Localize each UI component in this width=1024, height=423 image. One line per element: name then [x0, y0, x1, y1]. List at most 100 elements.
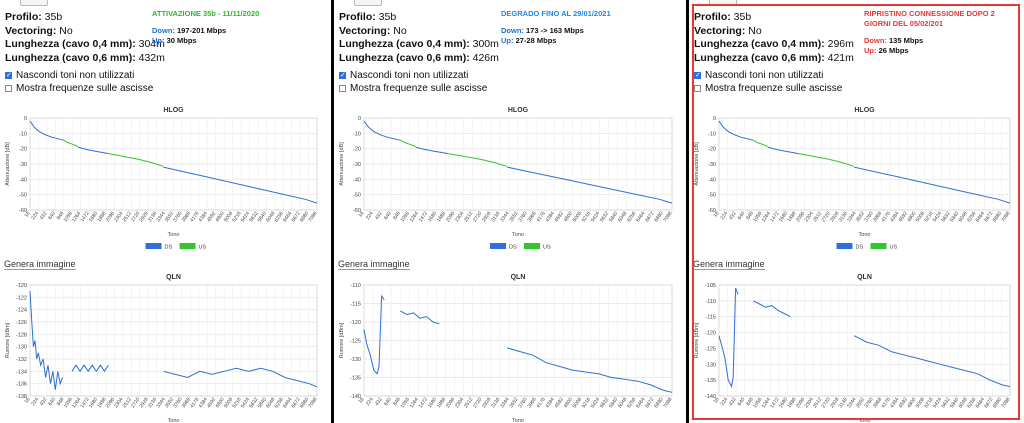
x-tick-label: 2304: [113, 397, 124, 410]
x-tick-label: 4800: [214, 211, 225, 224]
plot-area: [29, 117, 318, 211]
note-down-value: 173 -> 163 Mbps: [526, 26, 584, 35]
x-tick-label: 432: [728, 211, 738, 221]
note-up-label: Up:: [501, 36, 514, 45]
legend-swatch[interactable]: [179, 243, 196, 249]
info-row-vectoring: Vectoring: No: [339, 25, 499, 39]
show-frequencies-checkbox[interactable]: Mostra frequenze sulle ascisse: [5, 83, 153, 94]
x-tick-label: 16: [24, 397, 32, 405]
x-tick-label: 3968: [872, 397, 883, 410]
x-tick-label: 16: [24, 211, 32, 219]
legend-label[interactable]: US: [543, 245, 551, 251]
x-tick-label: 4384: [545, 211, 556, 224]
top-button[interactable]: [709, 0, 737, 6]
x-tick-label: 1472: [769, 211, 780, 224]
info-value: No: [748, 24, 762, 37]
x-tick-label: 2720: [821, 211, 832, 224]
series-line: [718, 288, 739, 389]
info-value: 35b: [378, 11, 397, 23]
y-axis-label: Attenuazione [dB]: [339, 142, 345, 186]
legend-label[interactable]: DS: [509, 245, 517, 251]
y-tick-label: -132: [16, 357, 27, 363]
checkbox-checked-icon[interactable]: ✓: [339, 72, 346, 79]
y-tick-label: -60: [353, 208, 361, 214]
y-tick-label: -20: [708, 147, 716, 153]
x-tick-label: 2304: [803, 211, 814, 224]
hide-unused-tones-checkbox[interactable]: ✓ Nascondi toni non utilizzati: [339, 70, 468, 81]
y-tick-label: -50: [19, 193, 27, 199]
x-axis-label: Tono: [512, 232, 524, 238]
info-label: Profilo:: [339, 11, 376, 23]
line-info: Profilo: 35b Vectoring: No Lunghezza (cavo…: [694, 11, 854, 65]
checkbox-empty-icon[interactable]: [339, 85, 346, 92]
x-tick-label: 1472: [418, 397, 429, 410]
info-row-length-04: Lunghezza (cavo 0,4 mm): 300m: [339, 38, 499, 52]
x-tick-label: 848: [392, 211, 402, 221]
info-row-vectoring: Vectoring: No: [5, 25, 165, 39]
legend-swatch[interactable]: [145, 243, 162, 249]
x-tick-label: 1264: [71, 397, 82, 410]
generate-image-link[interactable]: Genera immagine: [4, 259, 76, 270]
y-tick-label: -110: [350, 283, 361, 289]
x-tick-label: 6256: [626, 397, 637, 410]
series-line: [29, 291, 64, 390]
y-tick-label: -120: [350, 320, 361, 326]
x-tick-label: 3760: [517, 397, 528, 410]
generate-image-link[interactable]: Genera immagine: [338, 259, 410, 270]
generate-image-link[interactable]: Genera immagine: [693, 259, 765, 270]
info-value: 35b: [44, 11, 63, 23]
hide-unused-tones-checkbox[interactable]: ✓ Nascondi toni non utilizzati: [694, 70, 823, 81]
x-tick-label: 3968: [526, 211, 537, 224]
x-tick-label: 5216: [231, 397, 242, 410]
checkbox-checked-icon[interactable]: ✓: [5, 72, 12, 79]
us-series-line: [448, 153, 508, 167]
show-frequencies-checkbox[interactable]: Mostra frequenze sulle ascisse: [694, 83, 842, 94]
x-tick-label: 1680: [778, 397, 789, 410]
x-tick-label: 1472: [79, 397, 90, 410]
info-label: Profilo:: [694, 11, 731, 23]
y-tick-label: -110: [705, 299, 716, 305]
hide-unused-tones-checkbox[interactable]: ✓ Nascondi toni non utilizzati: [5, 70, 134, 81]
x-tick-label: 2928: [139, 397, 150, 410]
x-tick-label: 4592: [206, 211, 217, 224]
top-button[interactable]: [354, 0, 382, 6]
x-tick-label: 16: [713, 211, 721, 219]
ds-series-line: [767, 146, 799, 155]
x-tick-label: 2928: [481, 211, 492, 224]
legend-swatch[interactable]: [836, 243, 853, 249]
note-up-value: 27-28 Mbps: [515, 36, 557, 45]
x-tick-label: 6048: [265, 397, 276, 410]
y-tick-label: -105: [705, 283, 716, 289]
x-tick-label: 4176: [189, 211, 200, 224]
legend-swatch[interactable]: [490, 243, 506, 249]
y-tick-label: -140: [705, 394, 716, 400]
y-tick-label: -120: [16, 283, 27, 289]
checkbox-empty-icon[interactable]: [694, 85, 701, 92]
x-tick-label: 2928: [139, 211, 150, 224]
x-tick-label: 5008: [223, 397, 234, 410]
legend-swatch[interactable]: [524, 243, 540, 249]
legend-label[interactable]: US: [199, 245, 207, 251]
y-tick-label: -40: [19, 177, 27, 183]
note-up: Up: 26 Mbps: [864, 46, 1016, 56]
y-axis-label: Rumore [dBm]: [339, 322, 345, 358]
legend-label[interactable]: DS: [165, 245, 173, 251]
x-tick-label: 5840: [257, 211, 268, 224]
x-tick-label: 5840: [949, 211, 960, 224]
x-tick-label: 1264: [71, 211, 82, 224]
info-label: Lunghezza (cavo 0,6 mm):: [5, 51, 136, 64]
checkbox-checked-icon[interactable]: ✓: [694, 72, 701, 79]
top-button[interactable]: [20, 0, 48, 6]
ds-series-line: [853, 166, 1011, 204]
note-up: Up: 30 Mbps: [152, 36, 259, 46]
x-tick-label: 848: [745, 211, 755, 221]
show-frequencies-checkbox[interactable]: Mostra frequenze sulle ascisse: [339, 83, 487, 94]
x-tick-label: 6672: [290, 397, 301, 410]
legend-swatch[interactable]: [870, 243, 887, 249]
legend-label[interactable]: DS: [856, 245, 864, 251]
x-tick-label: 1888: [96, 211, 107, 224]
checkbox-empty-icon[interactable]: [5, 85, 12, 92]
us-series-line: [753, 139, 768, 147]
x-tick-label: 640: [737, 397, 747, 407]
legend-label[interactable]: US: [890, 245, 898, 251]
